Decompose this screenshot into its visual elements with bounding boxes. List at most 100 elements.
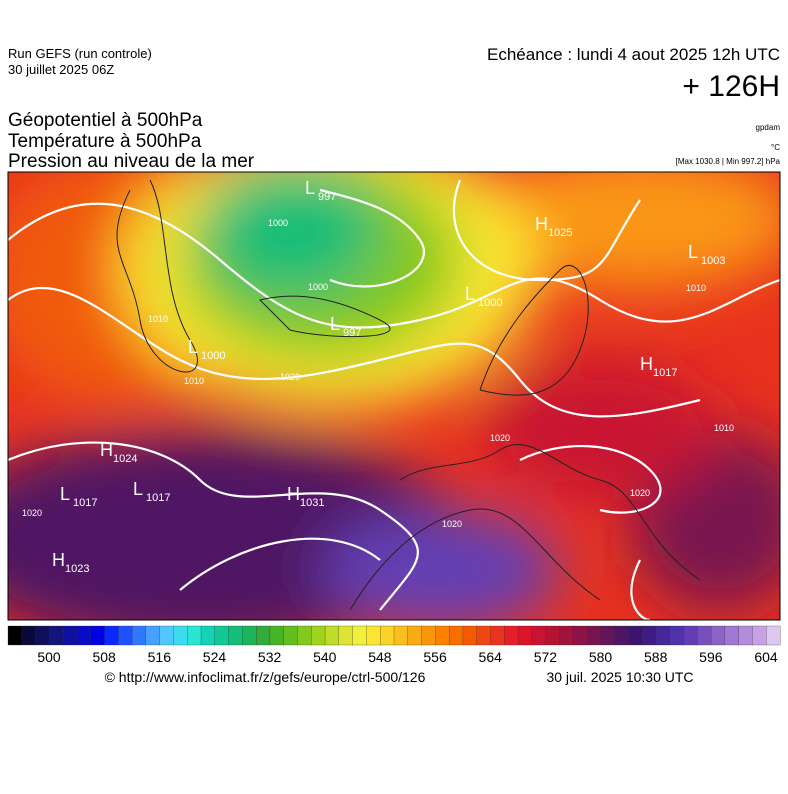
- legend-line: Pression au niveau de la mer: [8, 151, 255, 172]
- color-swatch: [614, 625, 629, 646]
- center-letter: H: [100, 440, 113, 460]
- color-swatch: [90, 625, 105, 646]
- center-value: 1023: [65, 563, 89, 575]
- color-swatch: [21, 625, 37, 646]
- run-date: 30 juillet 2025 06Z: [8, 62, 114, 77]
- center-value: 1000: [478, 297, 502, 309]
- temperature-field: [8, 172, 780, 620]
- color-swatch: [35, 625, 50, 646]
- isobar-label: 1020: [280, 372, 300, 382]
- color-swatch: [145, 625, 161, 646]
- color-swatch: [366, 625, 381, 646]
- color-swatch: [476, 625, 491, 646]
- center-value: 1017: [653, 367, 677, 379]
- colorbar-tick-label: 588: [644, 649, 668, 665]
- center-value: 997: [318, 191, 336, 203]
- footer-url: © http://www.infoclimat.fr/z/gefs/europe…: [105, 669, 426, 685]
- color-swatch: [118, 625, 133, 646]
- unit: °C: [771, 143, 780, 152]
- colorbar-tick-label: 604: [754, 649, 778, 665]
- color-swatch: [380, 625, 395, 646]
- isobar-label: 1020: [442, 519, 462, 529]
- color-swatch: [214, 625, 230, 646]
- center-letter: L: [688, 242, 698, 262]
- isobar-label: 1020: [22, 508, 42, 518]
- center-value: 1017: [73, 497, 97, 509]
- color-swatch: [297, 625, 312, 646]
- color-swatch: [600, 625, 616, 646]
- isobar-label: 1010: [714, 423, 734, 433]
- colorbar-tick-label: 564: [479, 649, 503, 665]
- footer-stamp: 30 juil. 2025 10:30 UTC: [546, 669, 693, 685]
- colorbar-tick-label: 572: [534, 649, 558, 665]
- colorbar-tick-label: 556: [423, 649, 447, 665]
- coastlines: [116, 179, 701, 611]
- color-swatch: [255, 625, 271, 646]
- isobars: [8, 179, 780, 620]
- center-value: 1024: [113, 453, 137, 465]
- color-swatch: [752, 625, 767, 646]
- color-swatch: [159, 625, 174, 646]
- colorbar-tick-label: 508: [92, 649, 116, 665]
- pressure-range: [Max 1030.8 | Min 997.2] hPa: [676, 157, 781, 166]
- color-swatch: [559, 625, 574, 646]
- colorbar-tick-label: 500: [37, 649, 61, 665]
- color-swatch: [490, 625, 505, 646]
- legend-line: Géopotentiel à 500hPa: [8, 110, 203, 131]
- color-swatch: [269, 625, 285, 646]
- color-swatch: [283, 625, 298, 646]
- isobar-label: 1020: [630, 488, 650, 498]
- color-swatch: [228, 625, 243, 646]
- center-letter: L: [133, 479, 143, 499]
- color-swatch: [435, 625, 450, 646]
- color-swatch: [738, 625, 753, 646]
- center-value: 1003: [701, 255, 725, 267]
- color-swatch: [517, 625, 533, 646]
- run: Run GEFS (run controle): [8, 46, 152, 61]
- center-letter: L: [330, 314, 340, 334]
- center-letter: L: [188, 337, 198, 357]
- color-swatch: [448, 625, 464, 646]
- center-letter: H: [287, 484, 300, 504]
- color-swatch: [393, 625, 409, 646]
- color-swatch: [338, 625, 354, 646]
- color-swatch: [655, 625, 671, 646]
- center-letter: H: [52, 550, 65, 570]
- color-swatch: [462, 625, 478, 646]
- center-value: 1000: [201, 350, 225, 362]
- color-swatch: [49, 625, 64, 646]
- center-letter: L: [60, 484, 70, 504]
- color-swatch: [724, 625, 740, 646]
- color-swatch: [641, 625, 657, 646]
- color-swatch: [586, 625, 602, 646]
- center-letter: H: [535, 214, 548, 234]
- isobar-label: 1010: [184, 376, 204, 386]
- color-swatch: [573, 625, 588, 646]
- color-swatch: [628, 625, 643, 646]
- center-value: 1025: [548, 227, 572, 239]
- color-swatch: [311, 625, 326, 646]
- lead-time: + 126H: [682, 70, 780, 103]
- color-swatch: [131, 625, 147, 646]
- colorbar-tick-label: 596: [699, 649, 723, 665]
- color-swatch: [710, 625, 726, 646]
- colorbar-tick-label: 532: [258, 649, 282, 665]
- color-swatch: [7, 625, 23, 646]
- unit: gpdam: [756, 123, 781, 132]
- colorbar-tick-label: 548: [368, 649, 392, 665]
- color-swatch: [766, 625, 781, 646]
- color-swatch: [173, 625, 188, 646]
- isobar-label: 1000: [268, 218, 288, 228]
- color-swatch: [242, 625, 257, 646]
- center-letter: L: [305, 178, 315, 198]
- color-swatch: [76, 625, 92, 646]
- color-swatch: [504, 625, 519, 646]
- colorbar-tick-label: 516: [148, 649, 172, 665]
- isobar-label: 1010: [686, 283, 706, 293]
- color-swatch: [421, 625, 436, 646]
- center-value: 1017: [146, 492, 170, 504]
- center-letter: H: [640, 354, 653, 374]
- center-value: 1031: [300, 497, 324, 509]
